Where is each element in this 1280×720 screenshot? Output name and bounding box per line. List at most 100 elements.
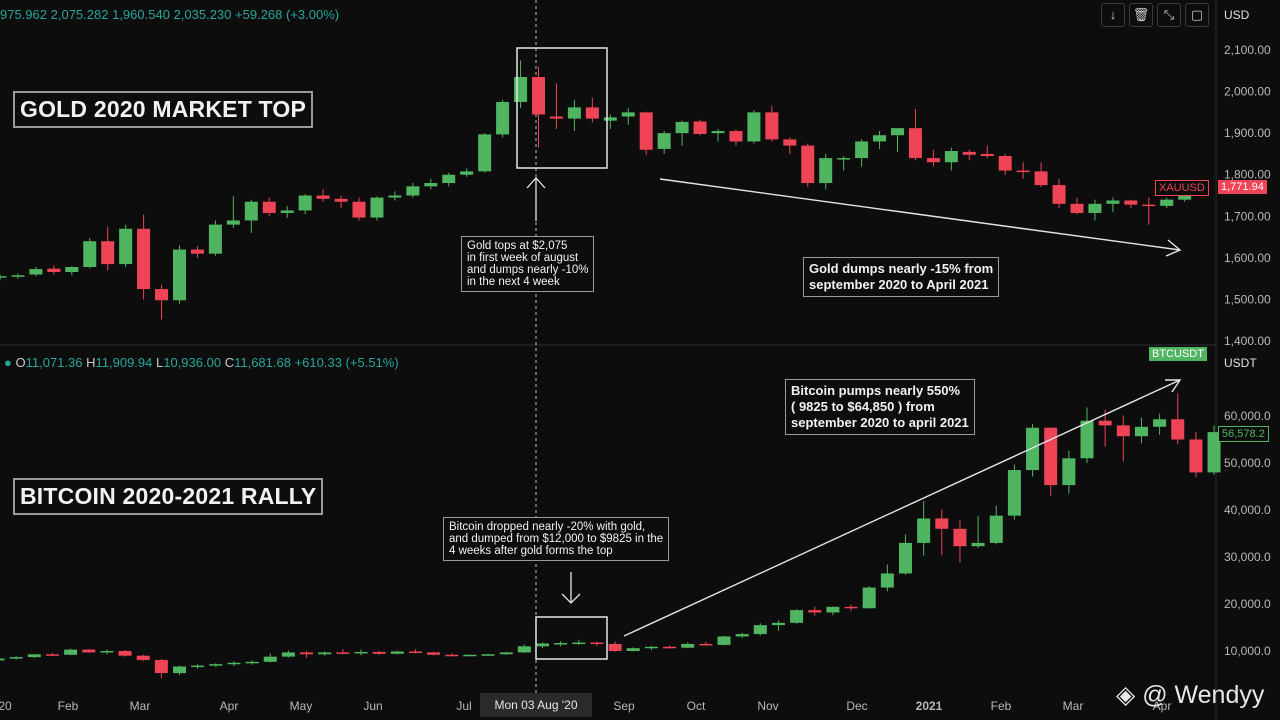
btc-candle-21 (372, 651, 386, 655)
gold-candle-30 (532, 66, 545, 148)
btc-body (953, 528, 967, 547)
gold-body (496, 101, 510, 135)
btc-price-tick-1: 50,000.0 (1224, 456, 1271, 470)
btc-currency-selector[interactable]: USDT (1224, 356, 1257, 370)
btc-body (1171, 419, 1185, 440)
gold-body (244, 201, 258, 221)
gold-body (47, 268, 61, 272)
layout-icon: ▢ (1190, 7, 1204, 22)
btc-body (173, 666, 186, 674)
gold-top-arrow (526, 177, 546, 221)
time-axis-label-0: 20 (0, 699, 12, 713)
btc-body (118, 651, 132, 656)
gold-change-value: +59.268 (+3.00%) (235, 7, 340, 22)
gold-body (442, 174, 456, 184)
btc-candle-47 (844, 604, 858, 612)
gold-body (1016, 170, 1030, 173)
gold-candle-20 (352, 197, 366, 221)
gold-candle-2 (29, 267, 43, 277)
btc-candle-62 (1116, 415, 1130, 462)
btc-body (263, 656, 277, 662)
btc-body (1080, 420, 1094, 459)
time-axis-label-14: Apr (1153, 699, 1172, 713)
btc-candle-63 (1134, 417, 1148, 444)
btc-candle-35 (626, 647, 640, 652)
btc-body (372, 651, 386, 654)
btc-body (699, 643, 713, 646)
gold-body (837, 158, 851, 160)
btc-candle-55 (989, 505, 1003, 545)
time-axis-label-6: Jul (456, 699, 471, 713)
btc-body (463, 654, 477, 657)
btc-body (354, 651, 368, 654)
btc-candle-52 (935, 509, 949, 556)
btc-candle-32 (572, 639, 586, 645)
gold-candle-8 (137, 214, 151, 300)
gold-body (280, 210, 294, 213)
gold-body (424, 183, 438, 187)
gold-candle-35 (621, 108, 635, 125)
btc-body (1044, 427, 1058, 486)
btc-candle-6 (100, 649, 114, 655)
btc-candle-50 (899, 534, 912, 575)
gold-price-tick-7: 1,400.00 (1224, 334, 1271, 348)
gold-price-axis[interactable]: 2,100.00 2,000.00 1,900.00 1,800.00 1,700.00… (1224, 43, 1271, 348)
trash-icon: 🗑 (1132, 7, 1150, 22)
btc-highlight-box (535, 616, 608, 660)
time-axis[interactable]: 20 Feb Mar Apr May Jun Jul Sep Oct Nov Dec 2021 Feb M… (0, 699, 1171, 713)
gold-currency-selector[interactable]: USD (1224, 8, 1250, 22)
gold-body (155, 289, 169, 301)
gold-candle-28 (496, 99, 510, 138)
btc-candle-15 (263, 653, 277, 663)
btc-body (1134, 426, 1148, 437)
btc-body (1098, 420, 1112, 426)
btc-price-tick-5: 10,000.0 (1224, 644, 1271, 658)
gold-price-tick-4: 1,700.00 (1224, 209, 1271, 223)
btc-change-value: +610.33 (+5.51%) (294, 355, 399, 370)
visibility-dot-icon[interactable]: ● (4, 355, 12, 370)
btc-body (136, 655, 150, 660)
btc-candle-53 (953, 520, 967, 563)
gold-open-value: 975.962 (0, 7, 47, 22)
btc-candle-45 (808, 606, 822, 616)
collapse-button[interactable]: ⤡ (1157, 3, 1181, 27)
gold-candle-58 (1034, 162, 1048, 188)
btc-body (608, 643, 622, 651)
gold-body (675, 121, 689, 134)
btc-body (536, 643, 549, 647)
gold-candle-31 (549, 83, 563, 129)
gold-body (11, 275, 25, 277)
btc-close-label: C (224, 355, 235, 370)
btc-candle-13 (227, 661, 241, 667)
gold-body (514, 77, 528, 102)
down-arrow-icon: ↓ (1109, 7, 1117, 22)
gold-body (603, 117, 617, 121)
btc-candle-41 (735, 632, 749, 638)
gold-body (585, 107, 599, 119)
gold-body (621, 112, 635, 117)
gold-candle-9 (155, 284, 169, 320)
btc-candle-30 (536, 642, 549, 649)
layout-button[interactable]: ▢ (1185, 3, 1209, 27)
gold-candle-47 (837, 156, 851, 171)
btc-drop-note: Bitcoin dropped nearly -20% with gold, a… (443, 517, 670, 561)
time-axis-label-2: Mar (130, 699, 151, 713)
gold-candle-50 (891, 128, 904, 152)
gold-body (908, 128, 922, 159)
gold-candle-44 (783, 137, 797, 154)
btc-candle-23 (408, 649, 422, 654)
btc-candle-8 (136, 654, 150, 662)
btc-candle-0 (0, 658, 5, 661)
gold-candle-51 (908, 109, 922, 161)
gold-body (1106, 200, 1120, 204)
btc-body (64, 649, 78, 655)
gold-body (0, 276, 7, 278)
gold-body (567, 107, 581, 119)
btc-price-axis[interactable]: 60,000.0 50,000.0 40,000.0 30,000.0 20,000.0… (1224, 409, 1271, 658)
download-button[interactable]: ↓ (1101, 3, 1125, 27)
btc-candle-67 (1207, 425, 1221, 475)
gold-candle-55 (980, 145, 994, 159)
delete-button[interactable]: 🗑 (1129, 3, 1153, 27)
gold-body (388, 195, 402, 198)
